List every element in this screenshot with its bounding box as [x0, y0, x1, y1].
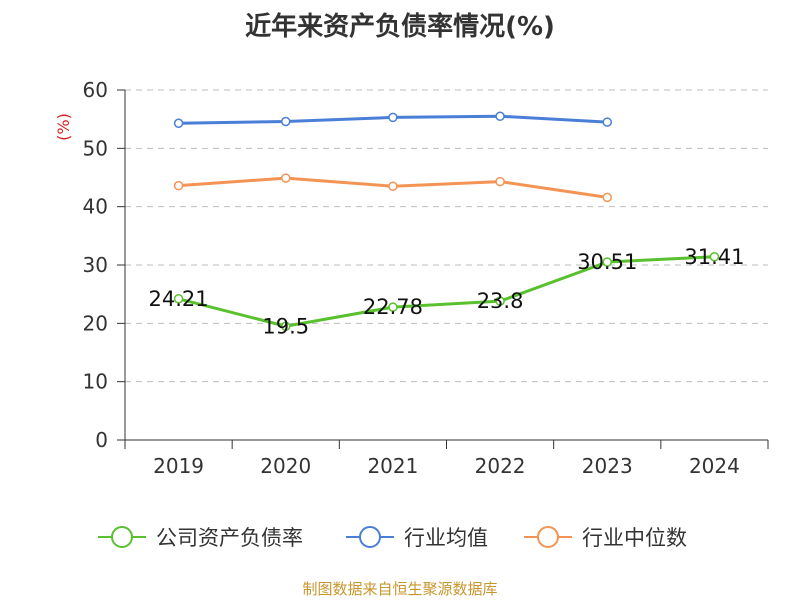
chart-title: 近年来资产负债率情况(%) — [245, 12, 555, 42]
legend-label: 行业均值 — [404, 526, 488, 550]
data-label: 19.5 — [262, 314, 309, 338]
y-axis-unit: (%) — [54, 113, 73, 141]
x-tick-label: 2019 — [153, 454, 204, 478]
data-point — [388, 302, 398, 312]
legend-label: 行业中位数 — [582, 526, 687, 550]
legend-marker — [537, 526, 559, 548]
data-point — [602, 192, 612, 203]
legend-marker — [359, 526, 381, 548]
data-point — [495, 111, 505, 121]
data-point — [173, 180, 184, 191]
x-tick-label: 2022 — [475, 454, 526, 478]
x-tick-label: 2023 — [582, 454, 633, 478]
data-point — [281, 321, 291, 331]
data-source-note: 制图数据来自恒生聚源数据库 — [302, 580, 498, 598]
data-point — [281, 173, 291, 183]
data-point — [495, 296, 505, 306]
y-tick-label: 50 — [83, 136, 108, 160]
y-tick-label: 10 — [83, 370, 108, 394]
data-label: 22.78 — [363, 295, 423, 319]
data-point — [495, 176, 505, 187]
y-tick-label: 30 — [83, 253, 108, 277]
data-point — [602, 117, 612, 127]
y-tick-label: 0 — [95, 428, 108, 452]
x-tick-label: 2020 — [260, 454, 311, 478]
data-point — [602, 257, 612, 267]
y-tick-label: 40 — [83, 195, 108, 219]
legend-label: 公司资产负债率 — [156, 526, 303, 550]
data-point — [173, 118, 184, 128]
data-label: 23.8 — [477, 289, 524, 313]
data-point — [388, 181, 398, 191]
x-tick-label: 2024 — [689, 454, 740, 478]
data-label: 31.41 — [684, 245, 744, 269]
data-label: 24.21 — [149, 287, 209, 311]
data-point — [709, 252, 720, 262]
x-tick-label: 2021 — [367, 454, 418, 478]
y-tick-label: 60 — [83, 78, 108, 102]
data-point — [388, 112, 398, 123]
y-tick-label: 20 — [83, 311, 108, 335]
data-point — [173, 294, 184, 304]
data-label: 30.51 — [577, 250, 637, 274]
data-point — [281, 116, 291, 127]
legend-marker — [111, 526, 133, 548]
series-line — [178, 255, 715, 328]
